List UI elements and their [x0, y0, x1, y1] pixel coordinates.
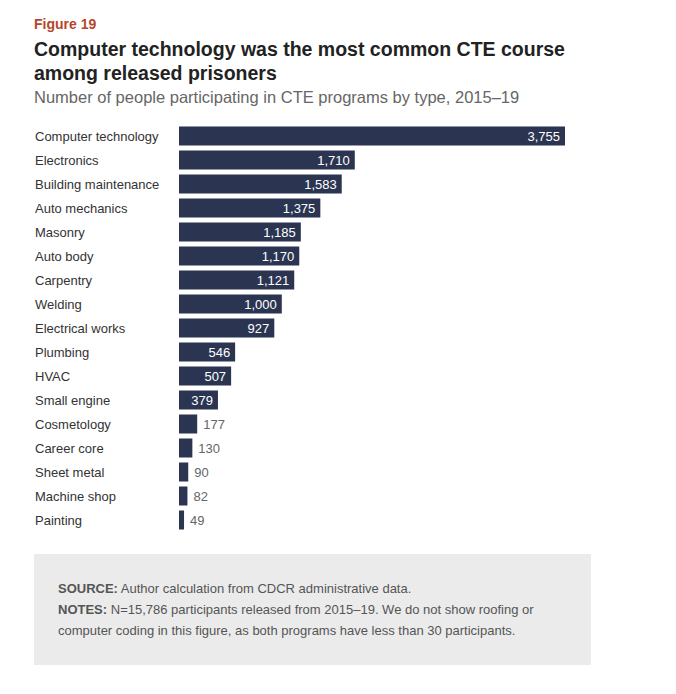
category-label: Career core	[35, 441, 104, 456]
category-label: Masonry	[35, 225, 85, 240]
data-label: 177	[203, 417, 225, 432]
bar	[179, 151, 355, 170]
labels: Computer technology 3,755 Electronics 1,710…	[35, 129, 560, 528]
chart: Computer technology 3,755 Electronics 1,710…	[0, 0, 676, 545]
category-label: Welding	[35, 297, 82, 312]
bar	[179, 223, 301, 242]
data-label: 3,755	[527, 129, 560, 144]
source-line: SOURCE: Author calculation from CDCR adm…	[58, 578, 569, 599]
data-label: 130	[198, 441, 220, 456]
data-label: 1,185	[263, 225, 296, 240]
bar	[179, 199, 320, 218]
notes-label: NOTES:	[58, 602, 107, 617]
notes: N=15,786 participants released from 2015…	[58, 602, 534, 638]
category-label: Cosmetology	[35, 417, 111, 432]
bar	[179, 295, 282, 314]
data-label: 927	[248, 321, 270, 336]
category-label: Building maintenance	[35, 177, 159, 192]
bar	[179, 343, 235, 362]
bar	[179, 439, 192, 458]
data-label: 379	[191, 393, 213, 408]
category-label: Machine shop	[35, 489, 116, 504]
bar	[179, 127, 565, 146]
source-label: SOURCE:	[58, 581, 118, 596]
category-label: Auto mechanics	[35, 201, 128, 216]
data-label: 1,583	[304, 177, 337, 192]
bar	[179, 271, 294, 290]
category-label: Auto body	[35, 249, 94, 264]
bar	[179, 391, 218, 410]
bar	[179, 511, 184, 530]
category-label: Small engine	[35, 393, 110, 408]
bar	[179, 247, 299, 266]
bar	[179, 487, 187, 506]
bar	[179, 175, 342, 194]
bars	[179, 127, 565, 530]
figure-label: Figure 19	[34, 16, 96, 32]
category-label: Electronics	[35, 153, 99, 168]
category-label: Sheet metal	[35, 465, 104, 480]
bar	[179, 415, 197, 434]
title: Computer technology was the most common …	[34, 37, 574, 85]
source: Author calculation from CDCR administrat…	[121, 581, 411, 596]
data-label: 82	[193, 489, 207, 504]
category-label: Electrical works	[35, 321, 126, 336]
subtitle: Number of people participating in CTE pr…	[34, 88, 519, 107]
notes-box: SOURCE: Author calculation from CDCR adm…	[34, 554, 591, 665]
data-label: 90	[194, 465, 208, 480]
data-label: 1,170	[262, 249, 295, 264]
category-label: Carpentry	[35, 273, 93, 288]
category-label: Painting	[35, 513, 82, 528]
data-label: 1,375	[283, 201, 316, 216]
notes-line: NOTES: N=15,786 participants released fr…	[58, 599, 569, 641]
data-label: 507	[204, 369, 226, 384]
bar	[179, 463, 188, 482]
category-label: Plumbing	[35, 345, 89, 360]
category-label: Computer technology	[35, 129, 159, 144]
bar	[179, 319, 274, 338]
data-label: 546	[208, 345, 230, 360]
category-label: HVAC	[35, 369, 70, 384]
data-label: 1,121	[257, 273, 290, 288]
bar	[179, 367, 231, 386]
data-label: 1,710	[317, 153, 350, 168]
data-label: 1,000	[244, 297, 277, 312]
data-label: 49	[190, 513, 204, 528]
